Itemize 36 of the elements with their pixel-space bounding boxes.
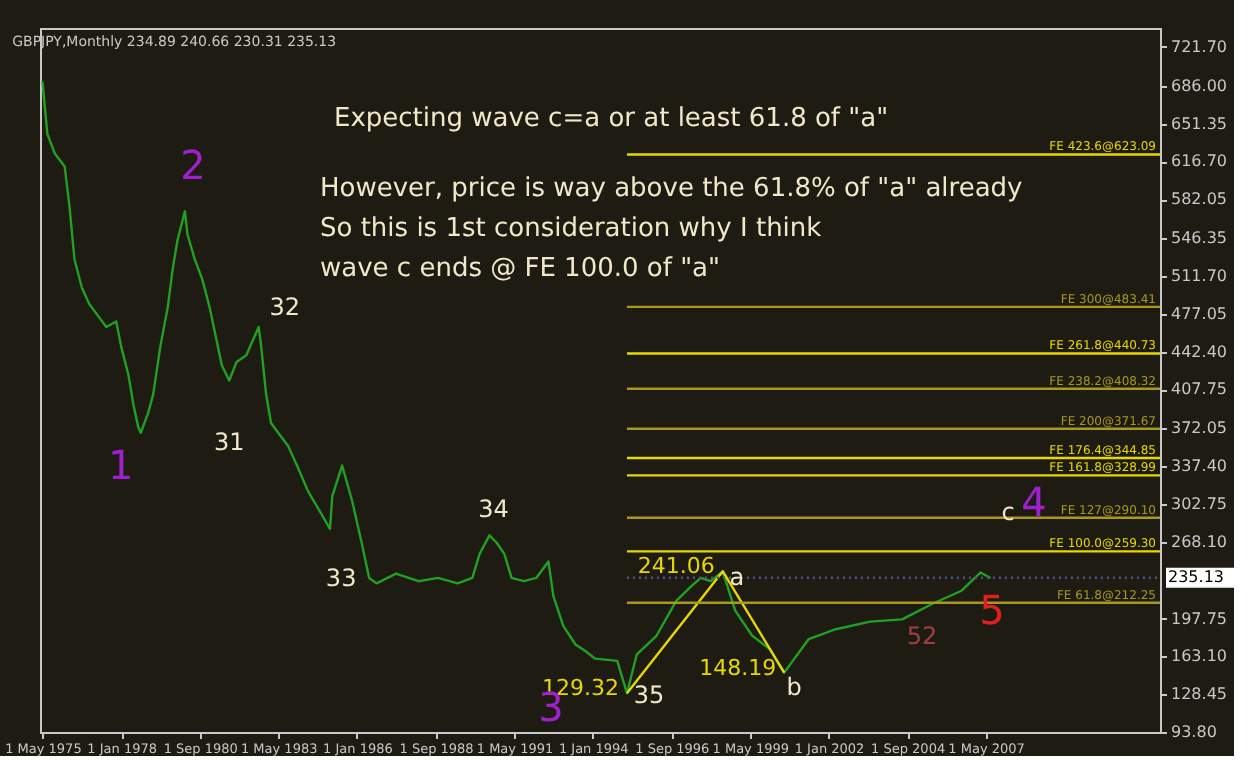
y-tick-label: 582.05 <box>1171 190 1227 209</box>
y-tick-label: 511.70 <box>1171 267 1227 286</box>
y-tick-label: 302.75 <box>1171 495 1227 514</box>
y-tick-label: 546.35 <box>1171 229 1227 248</box>
y-tick-label: 372.05 <box>1171 419 1227 438</box>
ref-line-label: 235.13 <box>1168 567 1224 586</box>
y-tick-label: 93.80 <box>1171 723 1217 741</box>
y-tick-label: 686.00 <box>1171 76 1227 95</box>
annotation: 4 <box>1021 478 1047 526</box>
annotation: So this is 1st consideration why I think <box>320 214 823 244</box>
y-tick-label: 268.10 <box>1171 532 1227 551</box>
annotation: However, price is way above the 61.8% of "a" already <box>320 174 1024 204</box>
annotation: b <box>786 672 802 701</box>
annotation: 2 <box>180 141 206 190</box>
y-tick-label: 442.40 <box>1171 342 1227 361</box>
y-tick-label: 337.40 <box>1171 457 1227 476</box>
annotation: wave c ends @ FE 100.0 of "a" <box>320 254 720 284</box>
annotation: 32 <box>269 292 300 321</box>
y-tick-label: 477.05 <box>1171 304 1227 323</box>
annotation: 52 <box>906 622 938 650</box>
y-tick-label: 197.75 <box>1171 609 1227 628</box>
y-tick-label: 128.45 <box>1171 685 1227 704</box>
annotation: 34 <box>478 495 509 524</box>
y-tick-label: 163.10 <box>1171 647 1227 666</box>
annotation: 35 <box>633 681 665 710</box>
data-label: 148.19 <box>699 654 777 681</box>
y-tick-label: 721.70 <box>1171 37 1227 56</box>
annotation: 1 <box>108 440 134 489</box>
annotation: Expecting wave c=a or at least 61.8 of "a" <box>334 104 889 134</box>
y-tick-label: 616.70 <box>1171 152 1227 171</box>
annotation: a <box>729 563 745 592</box>
y-tick-label: 651.35 <box>1171 114 1227 133</box>
data-label: 241.06 <box>637 553 715 580</box>
y-tick-label: 407.75 <box>1171 380 1227 399</box>
annotation: 33 <box>325 563 357 592</box>
annotation: 31 <box>213 428 245 457</box>
